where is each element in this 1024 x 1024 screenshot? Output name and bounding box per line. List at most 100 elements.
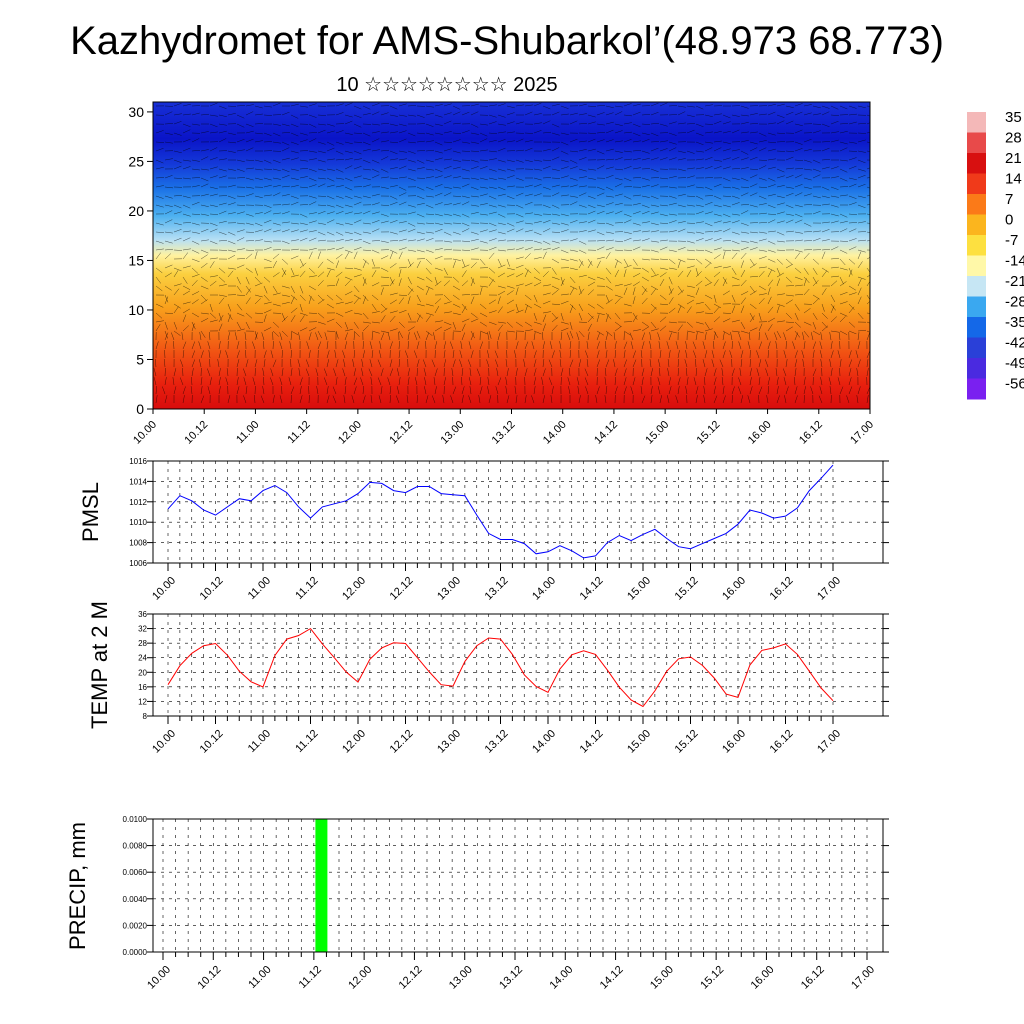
- y-tick-label: 1006: [129, 559, 147, 568]
- precip-y-axis: 0.0000 0.0020 0.0040 0.0060 0.0080 0.0100: [123, 815, 889, 957]
- colorbar-label: 7: [1005, 191, 1013, 208]
- x-tick-label: 10.12: [198, 575, 226, 603]
- x-tick-label: 13.12: [497, 964, 525, 992]
- colorbar-label: 28: [1005, 130, 1022, 147]
- pmsl-grid: [153, 460, 883, 564]
- x-tick-label: 16.12: [768, 728, 796, 756]
- colorbar-swatch: [967, 337, 986, 359]
- temp-y-axis: 8 12 16 20 24 28 32 36: [138, 610, 889, 721]
- colorbar-swatch: [967, 153, 986, 174]
- y-tick-label: 1014: [129, 477, 147, 486]
- y-tick-label: 10: [128, 302, 144, 318]
- precip-grid: [153, 818, 883, 953]
- y-tick-label: 8: [143, 712, 148, 721]
- x-tick-label: 10.12: [198, 728, 226, 756]
- y-tick-label: 24: [138, 654, 147, 663]
- x-tick-label: 14.00: [530, 575, 558, 603]
- x-tick-label: 15.00: [648, 964, 676, 992]
- x-tick-label: 14.00: [541, 419, 569, 447]
- y-tick-label: 0.0040: [123, 895, 148, 904]
- x-tick-label: 10.12: [195, 964, 223, 992]
- x-tick-label: 17.00: [849, 964, 877, 992]
- pmsl-line: [167, 464, 834, 559]
- precip-x-axis: 10.00 10.12 11.00 11.12 12.00 12.12 13.00 13.12…: [145, 952, 877, 992]
- precip-bars: [315, 819, 328, 952]
- x-tick-label: 11.12: [293, 575, 320, 602]
- x-tick-label: 15.00: [625, 575, 653, 603]
- x-tick-label: 15.12: [673, 728, 701, 756]
- x-tick-label: 12.00: [340, 728, 368, 756]
- colorbar: 35 28 21 14 7 0 -7 -14 -21 -28 -35 -42 -49 -56: [967, 109, 1024, 400]
- y-tick-label: 20: [128, 203, 144, 219]
- temp-axis-label: TEMP at 2 M: [87, 601, 112, 729]
- x-tick-label: 17.00: [815, 575, 843, 603]
- x-tick-label: 15.12: [673, 575, 701, 603]
- x-tick-label: 13.00: [435, 728, 463, 756]
- x-tick-label: 12.00: [346, 964, 374, 992]
- colorbar-label: 35: [1005, 109, 1022, 126]
- colorbar-label: 0: [1005, 212, 1013, 229]
- colorbar-swatch: [967, 317, 986, 338]
- temp-frame: [152, 613, 884, 717]
- heatmap-x-axis: 10.00 10.12 11.00 11.12 12.00 12.12 13.00 13.12…: [131, 409, 876, 447]
- y-tick-label: 0.0080: [123, 842, 148, 851]
- y-tick-label: 20: [138, 668, 147, 677]
- y-tick-label: 0.0100: [123, 815, 148, 824]
- y-tick-label: 25: [128, 153, 144, 169]
- x-tick-label: 17.00: [848, 419, 876, 447]
- x-tick-label: 13.12: [483, 728, 511, 756]
- precip-panel: 0.0000 0.0020 0.0040 0.0060 0.0080 0.0100 10.…: [65, 815, 889, 992]
- colorbar-label: -14: [1005, 253, 1024, 270]
- colorbar-swatch: [967, 296, 986, 318]
- temp-line: [167, 627, 834, 708]
- temp-panel: 8 12 16 20 24 28 32 36 10.00 10.12 11.00 11.12 12.0…: [87, 601, 889, 756]
- pmsl-panel: 1006 1008 1010 1012 1014 1016 10.00 10.12 11.00…: [78, 457, 889, 603]
- chart-subtitle: 10 ☆☆☆☆☆☆☆☆ 2025: [336, 74, 557, 96]
- y-tick-label: 12: [138, 697, 147, 706]
- x-tick-label: 10.00: [150, 575, 178, 603]
- y-tick-label: 15: [128, 252, 144, 268]
- x-tick-label: 16.00: [720, 575, 748, 603]
- y-tick-label: 5: [136, 351, 144, 367]
- y-tick-label: 0.0020: [123, 921, 148, 930]
- x-tick-label: 13.00: [447, 964, 475, 992]
- colorbar-swatch: [967, 358, 986, 379]
- colorbar-swatch: [967, 378, 986, 400]
- colorbar-label: -28: [1005, 294, 1024, 311]
- y-tick-label: 32: [138, 625, 147, 634]
- colorbar-label: -7: [1005, 232, 1018, 249]
- colorbar-swatch: [967, 132, 986, 154]
- colorbar-label: 14: [1005, 171, 1022, 188]
- colorbar-swatch: [967, 173, 986, 195]
- x-tick-label: 13.12: [490, 419, 518, 447]
- x-tick-label: 17.00: [815, 728, 843, 756]
- chart-title: Kazhydromet for AMS-Shubarkol’(48.973 68…: [70, 19, 944, 63]
- colorbar-swatch: [967, 194, 986, 215]
- x-tick-label: 15.12: [695, 419, 723, 447]
- y-tick-label: 16: [138, 683, 147, 692]
- x-tick-label: 11.00: [246, 964, 273, 991]
- x-tick-label: 16.12: [799, 964, 827, 992]
- x-tick-label: 10.00: [150, 728, 178, 756]
- heatmap-panel: 0 5 10 15 20 25 30 10.00 10.12 11.00 11.12 12.00 12…: [128, 101, 876, 447]
- x-tick-label: 13.12: [483, 575, 511, 603]
- colorbar-swatch: [967, 235, 986, 256]
- y-tick-label: 36: [138, 610, 147, 619]
- x-tick-label: 16.00: [749, 964, 777, 992]
- y-tick-label: 1016: [129, 457, 147, 466]
- x-tick-label: 12.12: [388, 728, 416, 756]
- temp-grid: [153, 613, 883, 717]
- y-tick-label: 0.0000: [123, 948, 148, 957]
- x-tick-label: 11.12: [285, 419, 312, 446]
- x-tick-label: 12.12: [397, 964, 425, 992]
- colorbar-label: -49: [1005, 355, 1024, 372]
- y-tick-label: 0: [136, 401, 144, 417]
- x-tick-label: 13.00: [438, 419, 466, 447]
- colorbar-label: -56: [1005, 376, 1024, 393]
- colorbar-label: -42: [1005, 335, 1024, 352]
- x-tick-label: 16.00: [746, 419, 774, 447]
- x-tick-label: 15.00: [625, 728, 653, 756]
- pmsl-axis-label: PMSL: [78, 482, 103, 542]
- x-tick-label: 12.12: [387, 419, 415, 447]
- x-tick-label: 13.00: [435, 575, 463, 603]
